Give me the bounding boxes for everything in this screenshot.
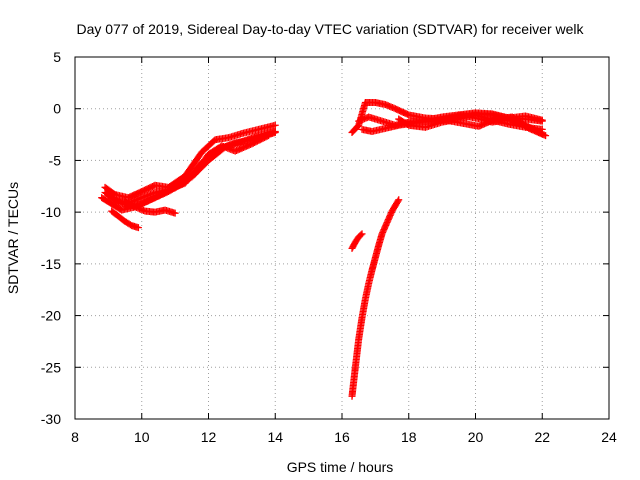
series-arc-1d xyxy=(98,127,279,214)
data-point xyxy=(357,231,365,239)
plot-frame xyxy=(74,56,610,420)
data-point xyxy=(358,230,366,238)
series-arc-3 xyxy=(348,196,403,400)
grid xyxy=(75,57,609,419)
series-arc-1f xyxy=(108,207,142,232)
y-tick-label: -15 xyxy=(41,256,61,272)
x-tick-label: 8 xyxy=(71,429,79,445)
data-point xyxy=(134,224,142,232)
chart-title: Day 077 of 2019, Sidereal Day-to-day VTE… xyxy=(76,21,584,37)
y-tick-label: -25 xyxy=(41,359,61,375)
y-axis-label: SDTVAR / TECUs xyxy=(5,182,21,294)
series-arc-1a xyxy=(101,121,279,202)
x-axis-label: GPS time / hours xyxy=(287,459,394,475)
series-arc-4 xyxy=(348,230,366,252)
y-tick-label: 0 xyxy=(53,101,61,117)
x-tick-label: 14 xyxy=(267,429,283,445)
y-tick-label: 5 xyxy=(53,49,61,65)
data-points xyxy=(98,99,550,400)
data-point xyxy=(394,197,402,205)
x-tick-label: 12 xyxy=(201,429,217,445)
axis-ticks: 8 10 12 14 16 18 20 22 24 5 0 -5 -10 -15 -20 -25 -30 xyxy=(41,49,617,445)
y-tick-label: -5 xyxy=(49,152,62,168)
data-point xyxy=(538,116,546,124)
y-tick-label: -10 xyxy=(41,204,61,220)
x-tick-label: 16 xyxy=(334,429,350,445)
y-tick-label: -30 xyxy=(41,411,61,427)
data-point xyxy=(395,196,403,204)
y-tick-label: -20 xyxy=(41,308,61,324)
series-arc-1e xyxy=(121,198,179,217)
x-tick-label: 18 xyxy=(401,429,417,445)
x-tick-label: 20 xyxy=(468,429,484,445)
data-point xyxy=(271,127,279,135)
x-tick-label: 22 xyxy=(534,429,550,445)
x-tick-label: 10 xyxy=(134,429,150,445)
data-point xyxy=(542,132,550,140)
data-point xyxy=(271,121,279,129)
data-point xyxy=(171,209,179,217)
x-tick-label: 24 xyxy=(601,429,617,445)
series-arc-2e xyxy=(455,109,546,124)
